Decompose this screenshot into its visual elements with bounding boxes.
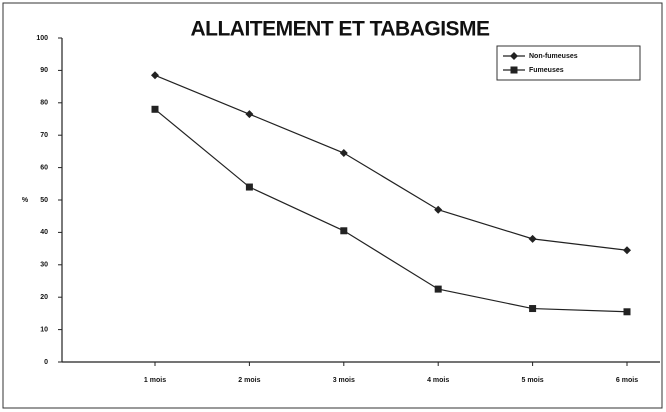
y-tick-label: 10 bbox=[40, 326, 48, 333]
y-axis-label: % bbox=[22, 197, 29, 204]
series-line bbox=[154, 74, 628, 251]
point bbox=[151, 105, 159, 113]
x-tick-label: 2 mois bbox=[238, 377, 260, 384]
y-tick-label: 50 bbox=[40, 197, 48, 204]
point bbox=[528, 234, 537, 243]
y-tick-label: 100 bbox=[36, 35, 48, 42]
point bbox=[340, 227, 348, 235]
y-tick-label: 0 bbox=[44, 359, 48, 366]
point bbox=[434, 205, 443, 214]
point bbox=[623, 246, 631, 255]
y-tick-label: 30 bbox=[40, 262, 48, 269]
point bbox=[245, 183, 253, 191]
x-tick-label: 6 mois bbox=[616, 377, 638, 384]
chart-title: ALLAITEMENT ET TABAGISME bbox=[190, 18, 490, 41]
x-tick-label: 5 mois bbox=[522, 377, 544, 384]
x-tick-label: 3 mois bbox=[333, 377, 355, 384]
y-tick-label: 80 bbox=[40, 100, 48, 107]
y-tick-label: 40 bbox=[40, 229, 48, 236]
point bbox=[245, 110, 254, 119]
point bbox=[434, 285, 442, 293]
legend-label: Fumeuses bbox=[529, 67, 564, 74]
legend-marker bbox=[510, 52, 518, 60]
x-tick-label: 1 mois bbox=[144, 377, 166, 384]
y-tick-label: 60 bbox=[40, 164, 48, 171]
series-line bbox=[154, 108, 628, 313]
point bbox=[339, 149, 348, 158]
point bbox=[529, 305, 537, 313]
y-tick-label: 90 bbox=[40, 67, 48, 74]
legend-marker bbox=[510, 66, 518, 74]
y-tick-label: 20 bbox=[40, 294, 48, 301]
legend-label: Non-fumeuses bbox=[529, 53, 578, 60]
legend-box bbox=[496, 45, 641, 81]
x-tick-label: 4 mois bbox=[427, 377, 449, 384]
point bbox=[623, 308, 631, 316]
y-tick-label: 70 bbox=[40, 132, 48, 139]
point bbox=[151, 71, 159, 80]
